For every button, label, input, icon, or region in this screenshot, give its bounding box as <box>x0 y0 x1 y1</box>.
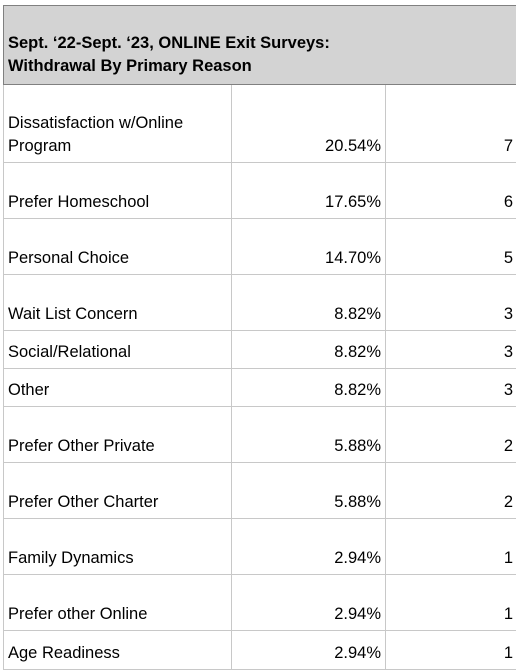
table-row: Family Dynamics 2.94% 1 <box>4 519 516 575</box>
withdrawal-reasons-table: Sept. ‘22-Sept. ‘23, ONLINE Exit Surveys… <box>3 5 516 670</box>
table-row: Other 8.82% 3 <box>4 369 516 407</box>
table-header-row: Sept. ‘22-Sept. ‘23, ONLINE Exit Surveys… <box>4 6 516 85</box>
count-cell[interactable]: 2 <box>386 463 516 519</box>
count-cell[interactable]: 5 <box>386 219 516 275</box>
reason-cell[interactable]: Wait List Concern <box>4 275 232 331</box>
table-row: Personal Choice 14.70% 5 <box>4 219 516 275</box>
count-cell[interactable]: 3 <box>386 275 516 331</box>
percent-cell[interactable]: 2.94% <box>232 631 386 670</box>
reason-cell[interactable]: Prefer other Online <box>4 575 232 631</box>
table-title[interactable]: Sept. ‘22-Sept. ‘23, ONLINE Exit Surveys… <box>4 6 516 85</box>
table-row: Prefer Other Private 5.88% 2 <box>4 407 516 463</box>
spreadsheet: Sept. ‘22-Sept. ‘23, ONLINE Exit Surveys… <box>0 5 516 617</box>
reason-cell[interactable]: Prefer Homeschool <box>4 163 232 219</box>
table-row: Dissatisfaction w/Online Program 20.54% … <box>4 85 516 163</box>
count-cell[interactable]: 1 <box>386 631 516 670</box>
table-row: Social/Relational 8.82% 3 <box>4 331 516 369</box>
percent-cell[interactable]: 17.65% <box>232 163 386 219</box>
count-cell[interactable]: 1 <box>386 519 516 575</box>
reason-cell[interactable]: Dissatisfaction w/Online Program <box>4 85 232 163</box>
percent-cell[interactable]: 2.94% <box>232 519 386 575</box>
reason-cell[interactable]: Personal Choice <box>4 219 232 275</box>
percent-cell[interactable]: 8.82% <box>232 275 386 331</box>
percent-cell[interactable]: 8.82% <box>232 369 386 407</box>
percent-cell[interactable]: 20.54% <box>232 85 386 163</box>
reason-cell[interactable]: Prefer Other Charter <box>4 463 232 519</box>
percent-cell[interactable]: 5.88% <box>232 463 386 519</box>
percent-cell[interactable]: 8.82% <box>232 331 386 369</box>
reason-cell[interactable]: Other <box>4 369 232 407</box>
table-row: Prefer Homeschool 17.65% 6 <box>4 163 516 219</box>
count-cell[interactable]: 1 <box>386 575 516 631</box>
count-cell[interactable]: 7 <box>386 85 516 163</box>
percent-cell[interactable]: 2.94% <box>232 575 386 631</box>
table-row: Wait List Concern 8.82% 3 <box>4 275 516 331</box>
percent-cell[interactable]: 14.70% <box>232 219 386 275</box>
count-cell[interactable]: 3 <box>386 331 516 369</box>
reason-cell[interactable]: Family Dynamics <box>4 519 232 575</box>
reason-cell[interactable]: Age Readiness <box>4 631 232 670</box>
table-row: Prefer Other Charter 5.88% 2 <box>4 463 516 519</box>
table-row: Age Readiness 2.94% 1 <box>4 631 516 670</box>
count-cell[interactable]: 2 <box>386 407 516 463</box>
reason-cell[interactable]: Social/Relational <box>4 331 232 369</box>
table-row: Prefer other Online 2.94% 1 <box>4 575 516 631</box>
percent-cell[interactable]: 5.88% <box>232 407 386 463</box>
count-cell[interactable]: 3 <box>386 369 516 407</box>
reason-cell[interactable]: Prefer Other Private <box>4 407 232 463</box>
count-cell[interactable]: 6 <box>386 163 516 219</box>
